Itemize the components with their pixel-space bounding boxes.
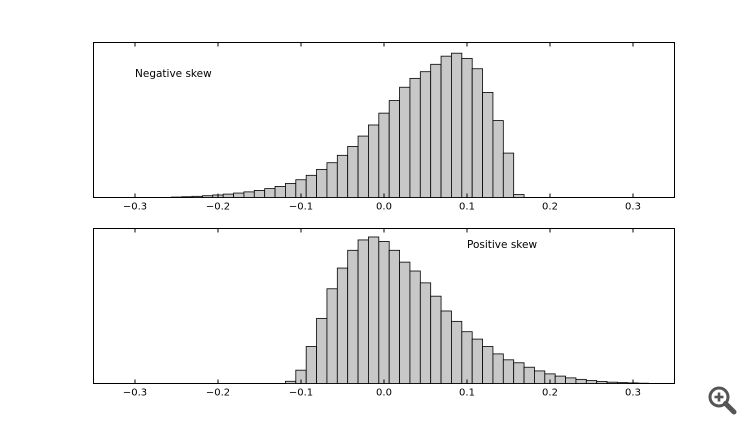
top-histogram-panel: −0.3 −0.2 −0.1 0.0 0.1 0.2 0.3 Negative skew (93, 42, 675, 213)
histogram-bar (357, 135, 369, 198)
top-x-axis-ticks: −0.3 −0.2 −0.1 0.0 0.1 0.2 0.3 (123, 42, 641, 213)
x-tick-label: 0.1 (459, 388, 475, 399)
bottom-histogram-bars (285, 236, 649, 384)
x-tick-label: 0.1 (459, 202, 475, 213)
histogram-bar (430, 63, 442, 198)
histogram-bar (419, 282, 432, 384)
histogram-bar (378, 241, 390, 384)
histogram-bar (368, 124, 380, 198)
x-tick-label: −0.3 (123, 388, 147, 399)
histogram-bar (523, 366, 535, 384)
histogram-bar (492, 120, 504, 198)
bottom-x-axis-ticks: −0.3 −0.2 −0.1 0.0 0.1 0.2 0.3 (123, 228, 641, 399)
histogram-bar (347, 249, 359, 384)
histogram-bar (316, 168, 328, 198)
histogram-bar (585, 380, 598, 384)
histogram-bar (378, 112, 390, 198)
histogram-bar (253, 189, 266, 198)
histogram-bar (461, 57, 473, 198)
histogram-bar (617, 382, 629, 384)
histogram-bar (347, 146, 359, 198)
x-tick-label: −0.2 (206, 202, 230, 213)
histogram-bar (575, 378, 587, 384)
x-tick-label: 0.0 (376, 202, 392, 213)
histogram-bar (399, 261, 411, 384)
histogram-bar (461, 331, 473, 384)
zoom-in-icon (708, 386, 737, 415)
histogram-bar (513, 362, 525, 384)
bottom-annotation: Positive skew (467, 239, 537, 251)
histogram-bar (430, 295, 442, 384)
histogram-bar (222, 193, 234, 198)
bottom-histogram-panel: −0.3 −0.2 −0.1 0.0 0.1 0.2 0.3 Positive skew (93, 228, 675, 399)
x-tick-label: 0.3 (625, 388, 641, 399)
histogram-bar (565, 377, 577, 384)
x-tick-label: 0.0 (376, 388, 392, 399)
x-tick-label: −0.1 (289, 388, 313, 399)
histogram-bar (202, 195, 214, 198)
top-annotation: Negative skew (135, 68, 212, 80)
histogram-bar (554, 375, 566, 384)
histogram-bar (482, 346, 494, 384)
histogram-bar (534, 370, 546, 384)
histogram-bar (451, 320, 463, 384)
histogram-bar (606, 381, 618, 384)
histogram-bar (285, 183, 297, 198)
histogram-bar (482, 92, 494, 198)
histogram-bar (326, 162, 338, 198)
histogram-bar (388, 249, 400, 384)
histogram-bar (451, 52, 463, 198)
histogram-bar (502, 359, 515, 384)
x-tick-label: −0.2 (206, 388, 230, 399)
histogram-bar (181, 196, 193, 198)
x-tick-label: 0.2 (542, 202, 558, 213)
histogram-bar (502, 152, 515, 198)
histogram-bar (471, 68, 483, 198)
histogram-bar (409, 270, 421, 384)
histogram-bar (316, 317, 328, 384)
histogram-bar (357, 239, 369, 384)
histogram-bar (336, 267, 349, 384)
histogram-bar (326, 288, 338, 384)
histogram-bar (440, 310, 452, 384)
histogram-bar (191, 195, 203, 198)
histogram-bar (305, 346, 317, 384)
histogram-bar (285, 380, 297, 384)
histogram-bar (513, 194, 525, 198)
x-tick-label: 0.2 (542, 388, 558, 399)
top-histogram-bars (170, 52, 525, 198)
histogram-bar (399, 86, 411, 198)
histogram-bar (596, 381, 608, 384)
histogram-bar (492, 353, 504, 384)
x-tick-label: −0.3 (123, 202, 147, 213)
histogram-bar (274, 185, 286, 198)
histogram-bar (368, 236, 380, 384)
histogram-bar (233, 192, 245, 198)
histogram-bar (336, 154, 349, 198)
zoom-button[interactable] (706, 384, 738, 416)
histogram-bar (440, 55, 452, 198)
histogram-bar (409, 77, 421, 198)
histogram-bar (305, 174, 317, 198)
x-tick-label: −0.1 (289, 202, 313, 213)
histogram-bar (471, 338, 483, 384)
x-tick-label: 0.3 (625, 202, 641, 213)
histogram-bar (419, 71, 432, 198)
histogram-bar (264, 188, 276, 198)
histogram-bar (243, 191, 255, 198)
histogram-bar (388, 100, 400, 198)
